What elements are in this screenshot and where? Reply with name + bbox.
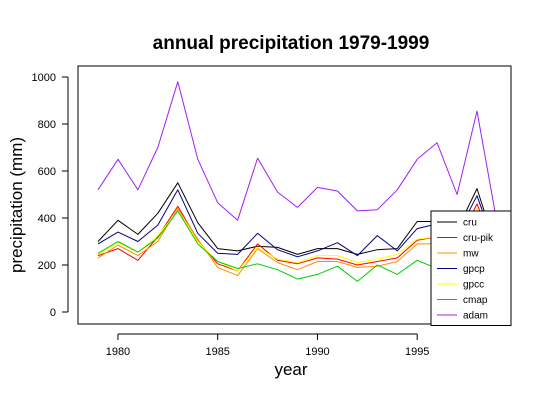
x-tick-label: 1995: [405, 346, 429, 358]
series-line-gpcp: [97, 189, 498, 258]
legend-label: cru-pik: [463, 233, 494, 244]
chart-title: annual precipitation 1979-1999: [153, 33, 430, 54]
legend-label: gpcc: [463, 280, 484, 291]
y-tick-label: 200: [38, 260, 56, 272]
legend-label: mw: [463, 249, 479, 260]
y-tick-label: 0: [50, 307, 56, 319]
series-line-cmap: [97, 210, 498, 282]
y-axis-title: precipitation (mm): [7, 137, 26, 273]
series-line-adam: [97, 81, 498, 223]
plot-frame: [77, 65, 512, 325]
series-line-cru: [97, 182, 498, 255]
legend: cru cru-pik mw gpcp gpcc cmap adam: [430, 210, 512, 326]
x-axis: 1980 1985 1990 1995: [106, 333, 429, 358]
y-tick-label: 1000: [32, 72, 56, 84]
x-axis-title: year: [274, 360, 307, 379]
y-tick-label: 600: [38, 166, 56, 178]
x-tick-label: 1985: [205, 346, 229, 358]
y-tick-label: 400: [38, 213, 56, 225]
series-line-mw: [97, 208, 498, 277]
legend-label: cmap: [463, 295, 488, 306]
legend-label: cru: [463, 218, 477, 229]
y-axis: 0 200 400 600 800 1000: [32, 72, 69, 319]
legend-label: adam: [463, 311, 488, 322]
series-lines: [97, 81, 498, 282]
y-tick-label: 800: [38, 119, 56, 131]
x-tick-label: 1980: [106, 346, 130, 358]
x-tick-label: 1990: [305, 346, 329, 358]
legend-label: gpcp: [463, 264, 485, 275]
series-line-gpcc: [97, 208, 498, 272]
